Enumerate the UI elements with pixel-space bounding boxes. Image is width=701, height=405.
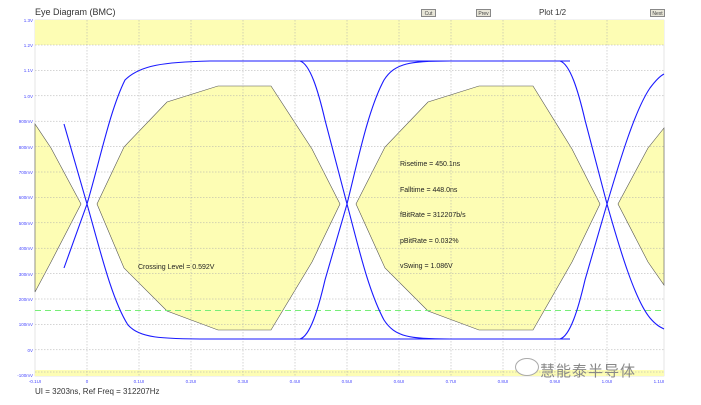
svg-text:900mV: 900mV — [19, 119, 33, 124]
footer-info: UI = 3203ns, Ref Freq = 312207Hz — [35, 387, 160, 396]
eye-traces — [63, 60, 665, 340]
measurement-annotations: Crossing Level = 0.592V Risetime = 450.1… — [138, 161, 466, 271]
chart-title: Eye Diagram (BMC) — [35, 7, 116, 17]
x-axis-labels: -0.1UI 0 0.1UI 0.2UI 0.3UI 0.4UI 0.5UI 0… — [29, 379, 665, 384]
plot-page-label: Plot 1/2 — [539, 8, 567, 17]
svg-text:-100mV: -100mV — [17, 373, 33, 378]
watermark-text: 慧能泰半导体 — [540, 363, 637, 380]
svg-text:100mV: 100mV — [19, 322, 33, 327]
crossing-level-text: Crossing Level = 0.592V — [138, 264, 215, 271]
svg-text:1.3V: 1.3V — [24, 18, 33, 23]
pbitrate-text: pBitRate = 0.032% — [400, 238, 459, 245]
svg-text:400mV: 400mV — [19, 246, 33, 251]
svg-text:0.5UI: 0.5UI — [342, 379, 353, 384]
y-axis-labels: 1.3V 1.2V 1.1V 1.0V 900mV 800mV 700mV 60… — [17, 18, 33, 378]
svg-text:1.1V: 1.1V — [24, 68, 33, 73]
svg-text:700mV: 700mV — [19, 170, 33, 175]
svg-text:0.1UI: 0.1UI — [134, 379, 145, 384]
upper-mask-band — [35, 20, 664, 45]
grid — [35, 20, 664, 376]
next-button[interactable]: Next — [650, 9, 665, 17]
svg-text:200mV: 200mV — [19, 297, 33, 302]
vswing-text: vSwing = 1.086V — [400, 263, 453, 270]
svg-text:1.2V: 1.2V — [24, 43, 33, 48]
svg-text:0.3UI: 0.3UI — [238, 379, 249, 384]
svg-text:0.6UI: 0.6UI — [394, 379, 405, 384]
svg-text:1.1UI: 1.1UI — [654, 379, 665, 384]
lower-mask-band — [35, 370, 664, 376]
risetime-text: Risetime = 450.1ns — [400, 161, 461, 168]
prev-button[interactable]: Prev — [476, 9, 491, 17]
fbitrate-text: fBitRate = 312207b/s — [400, 212, 466, 219]
svg-text:-0.1UI: -0.1UI — [29, 379, 41, 384]
svg-text:300mV: 300mV — [19, 272, 33, 277]
svg-text:500mV: 500mV — [19, 221, 33, 226]
eye-masks — [34, 85, 665, 331]
svg-text:1.0UI: 1.0UI — [602, 379, 613, 384]
wechat-icon — [515, 358, 539, 376]
svg-text:0.9UI: 0.9UI — [550, 379, 561, 384]
svg-text:0.4UI: 0.4UI — [290, 379, 301, 384]
svg-text:0.7UI: 0.7UI — [446, 379, 457, 384]
svg-text:0V: 0V — [27, 348, 33, 353]
svg-text:1.0V: 1.0V — [24, 94, 33, 99]
cut-button[interactable]: Cut — [421, 9, 436, 17]
svg-text:800mV: 800mV — [19, 145, 33, 150]
svg-text:0: 0 — [86, 379, 89, 384]
svg-text:0.2UI: 0.2UI — [186, 379, 197, 384]
falltime-text: Falltime = 448.0ns — [400, 187, 458, 194]
svg-text:600mV: 600mV — [19, 195, 33, 200]
svg-text:0.8UI: 0.8UI — [498, 379, 509, 384]
